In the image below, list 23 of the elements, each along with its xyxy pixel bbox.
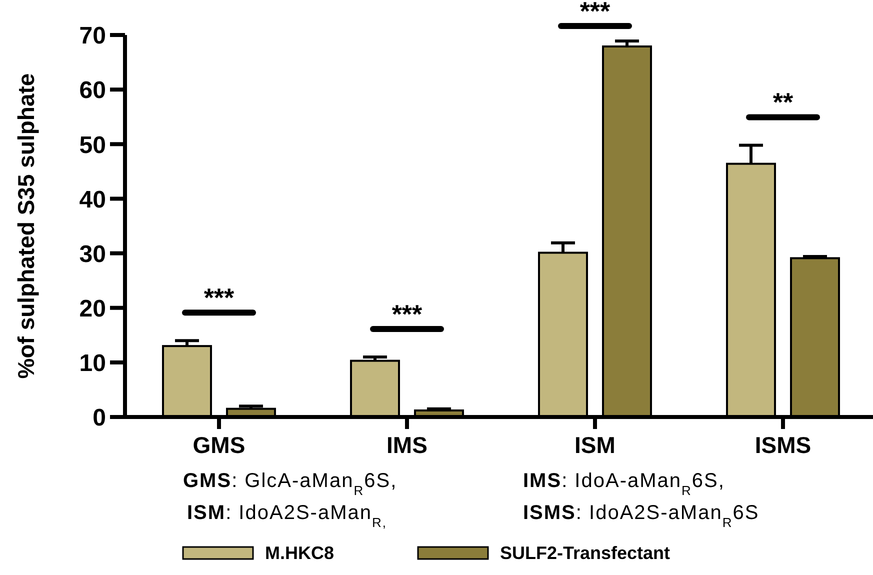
y-tick-label: 40 [79, 186, 106, 214]
text: ISM: IdoA2S-aMan$_{R,}$ [187, 502, 387, 530]
text: *** [580, 0, 612, 26]
y-tick-label: 30 [79, 240, 106, 268]
x-tick-label: IMS [386, 432, 428, 458]
x-tick-label: ISMS [754, 432, 812, 458]
text: IMS: IdoA-aMan$_{R}$6S, [523, 470, 725, 498]
y-tick-label: 50 [79, 132, 106, 159]
x-tick-label: GMS [192, 432, 246, 458]
legend-label: M.HKC8 [265, 543, 334, 563]
text: GMS: GlcA-aMan$_{R}$6S, [183, 470, 398, 498]
annotation: *** [204, 282, 236, 313]
text: ISMS: IdoA2S-aMan$_{R}$6S [523, 502, 760, 530]
annotation: *** [392, 298, 424, 329]
y-tick-label: 70 [79, 22, 106, 50]
annotation: ** [772, 87, 794, 118]
y-tick-label: 20 [79, 295, 106, 322]
y-tick-label: 0 [92, 404, 106, 432]
legend-label: SULF2-Transfectant [500, 543, 670, 563]
y-tick-label: 10 [79, 350, 106, 378]
x-tick-label: ISM [574, 432, 616, 458]
y-tick-label: 60 [79, 77, 106, 104]
y-axis-title: %of sulphated S35 sulphate [13, 73, 39, 379]
